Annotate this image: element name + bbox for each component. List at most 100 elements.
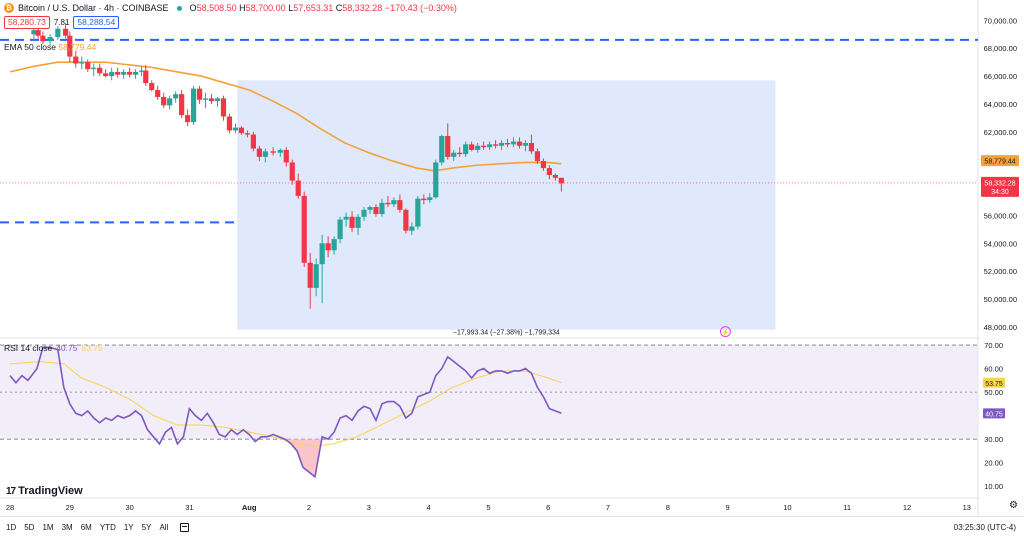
candle-body — [161, 96, 167, 106]
timeframe-all-button[interactable]: All — [159, 522, 169, 532]
ema-legend[interactable]: EMA 50 close 58,779.44 — [4, 42, 96, 52]
candle-body — [498, 142, 505, 146]
price-axis-tick: 54,000.00 — [984, 239, 1017, 248]
buy-price-button[interactable]: 58,288.54 — [73, 16, 120, 29]
time-axis-tick: 5 — [486, 503, 490, 512]
candle-body — [331, 239, 337, 251]
bitcoin-logo-icon: ₿ — [4, 3, 14, 13]
candle-body — [40, 35, 46, 42]
symbol-legend[interactable]: ₿ Bitcoin / U.S. Dollar · 4h · COINBASE … — [4, 3, 457, 13]
candle-body — [73, 56, 79, 64]
rsi-value-tag-bg — [983, 408, 1005, 419]
market-open-dot-icon — [176, 5, 182, 11]
timeframe-5d-button[interactable]: 5D — [24, 522, 35, 532]
candle-body — [433, 162, 439, 198]
candle-body — [379, 202, 385, 215]
ema-50-line — [9, 61, 562, 172]
candle-body — [143, 70, 149, 84]
candle-body — [91, 67, 97, 70]
trade-buttons: 58,280.73 7.81 58,288.54 — [4, 16, 120, 29]
price-axis-tick: 62,000.00 — [984, 128, 1017, 137]
tradingview-logo[interactable]: 17 TradingView — [6, 485, 83, 497]
rsi-ma-tag-bg — [983, 377, 1005, 388]
candle-body — [552, 175, 558, 178]
rsi-axis-tick: 20.00 — [984, 459, 1003, 468]
rsi-legend[interactable]: RSI 14 close 40.75 53.75 — [4, 343, 103, 353]
time-axis-tick: 8 — [666, 503, 670, 512]
candle-body — [185, 115, 191, 123]
rsi-axis-tick: 50.00 — [984, 388, 1003, 397]
price-axis-tick: 68,000.00 — [984, 44, 1017, 53]
candle-body — [138, 70, 145, 72]
rsi-legend-value: 40.75 — [56, 343, 78, 353]
candle-body — [226, 116, 233, 131]
ema-legend-label: EMA 50 close — [4, 42, 56, 52]
candle-body — [85, 62, 91, 70]
time-axis-tick: 3 — [367, 503, 371, 512]
candle-body — [427, 197, 433, 201]
rsi-legend-label: RSI 14 close — [4, 343, 53, 353]
candle-body — [132, 71, 139, 75]
time-axis-tick: 13 — [963, 503, 971, 512]
candle-body — [307, 262, 313, 288]
close-price-tag: 58,332.28 — [984, 180, 1015, 187]
rsi-value-tag: 40.75 — [985, 411, 1003, 418]
gear-icon[interactable]: ⚙ — [1009, 500, 1018, 511]
ohlc-values: O58,508.50 H58,700.00 L57,653.31 C58,332… — [189, 3, 457, 13]
candle-body — [492, 144, 499, 146]
rsi-line — [9, 346, 562, 479]
candle-body — [445, 135, 451, 157]
candle-body — [469, 144, 475, 150]
candle-body — [127, 71, 133, 75]
calendar-icon[interactable] — [180, 522, 190, 532]
candle-body — [361, 209, 367, 217]
spread-value: 7.81 — [53, 18, 70, 27]
time-axis-tick: 28 — [6, 503, 14, 512]
candle-body — [522, 142, 529, 146]
candle-body — [409, 226, 415, 231]
timeframe-3m-button[interactable]: 3M — [61, 522, 73, 532]
sell-price-button[interactable]: 58,280.73 — [4, 16, 50, 29]
candle-body — [391, 200, 397, 205]
range-measure-label: −17,993.34 (−27.38%) −1,799,334 — [453, 330, 560, 337]
rsi-oversold-fill — [285, 439, 323, 477]
candle-body — [481, 145, 487, 148]
candle-body — [208, 98, 215, 102]
candle-body — [510, 141, 517, 145]
price-axis-tick: 52,000.00 — [984, 267, 1017, 276]
timeframe-6m-button[interactable]: 6M — [80, 522, 92, 532]
candle-body — [558, 177, 564, 184]
rsi-ma-line — [9, 361, 562, 447]
candle-body — [67, 35, 73, 57]
candle-body — [270, 151, 276, 153]
candle-body — [79, 62, 85, 64]
candle-body — [190, 88, 197, 123]
candle-body — [397, 200, 403, 210]
lightning-marker-icon — [719, 326, 731, 338]
time-axis-tick: 6 — [546, 503, 550, 512]
candle-body — [179, 94, 185, 116]
timeframe-1d-button[interactable]: 1D — [6, 522, 17, 532]
symbol-title[interactable]: Bitcoin / U.S. Dollar · 4h · COINBASE — [18, 3, 169, 13]
price-axis-tick: 70,000.00 — [984, 16, 1017, 25]
timeframe-ytd-button[interactable]: YTD — [99, 522, 116, 532]
candle-body — [109, 71, 115, 77]
candle-body — [415, 198, 421, 227]
candle-body — [238, 127, 245, 134]
time-axis-tick: 30 — [125, 503, 133, 512]
candle-body — [367, 207, 373, 210]
candle-body — [277, 149, 283, 153]
time-axis-tick: 31 — [185, 503, 193, 512]
timeframe-1m-button[interactable]: 1M — [42, 522, 54, 532]
candle-body — [463, 144, 469, 155]
candle-body — [421, 198, 427, 201]
clock-readout[interactable]: 03:25:30 (UTC-4) — [953, 522, 1016, 532]
rsi-ma-tag: 53.75 — [985, 381, 1003, 388]
lightning-marker-glyph: ⚡ — [721, 328, 730, 337]
candle-body — [47, 37, 53, 42]
timeframe-1y-button[interactable]: 1Y — [123, 522, 134, 532]
time-axis-tick: 29 — [66, 503, 74, 512]
candle-body — [232, 127, 239, 131]
timeframe-5y-button[interactable]: 5Y — [141, 522, 152, 532]
